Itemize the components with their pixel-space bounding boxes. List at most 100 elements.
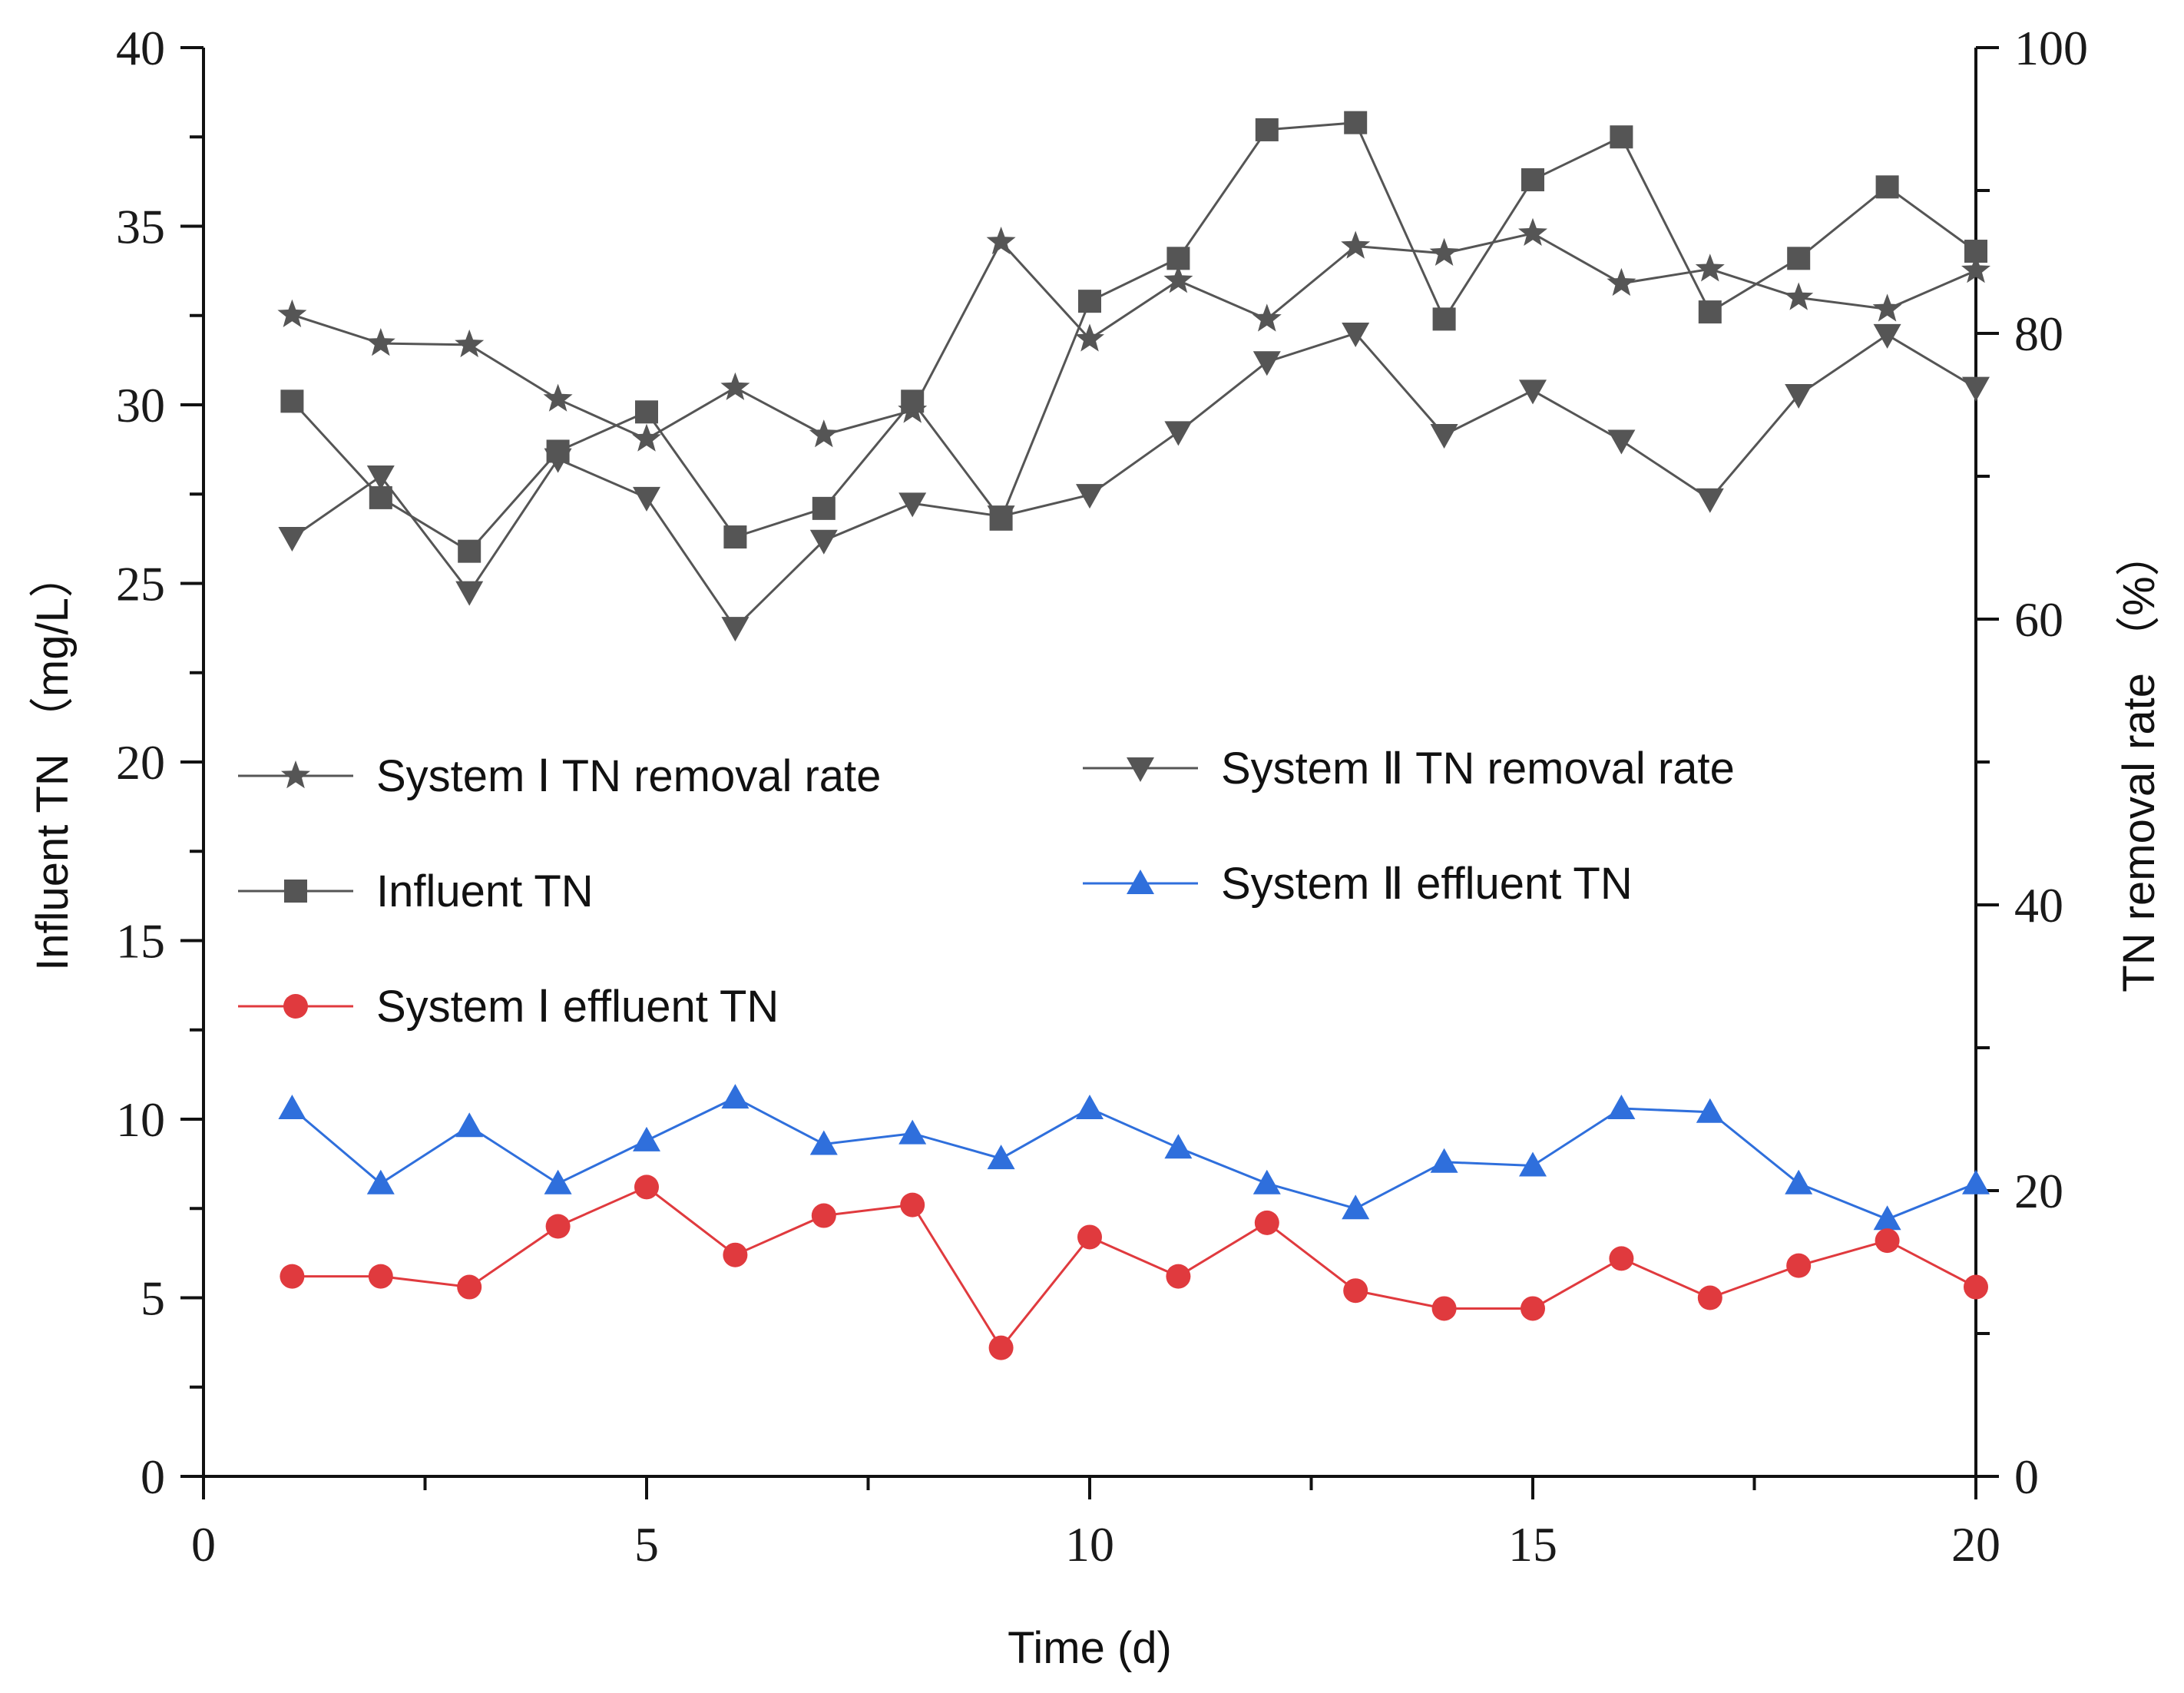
data-point: [458, 539, 481, 563]
data-point: [1343, 1278, 1368, 1304]
data-point: [1961, 255, 1990, 283]
data-point: [1166, 247, 1190, 270]
data-point: [1252, 351, 1281, 376]
data-point: [543, 383, 573, 412]
data-point: [366, 1169, 395, 1194]
data-point: [1078, 290, 1101, 313]
data-point: [1607, 429, 1636, 455]
data-point: [1787, 247, 1811, 270]
data-point: [634, 1174, 659, 1200]
x-tick-label: 15: [1508, 1517, 1557, 1572]
data-point: [455, 1112, 484, 1138]
data-point: [277, 299, 307, 327]
data-point: [721, 617, 750, 642]
series-0: [277, 217, 1990, 452]
data-point: [1076, 1095, 1104, 1120]
data-point: [1610, 125, 1633, 149]
data-point: [723, 525, 747, 549]
data-point: [809, 1130, 838, 1155]
data-point: [633, 1126, 660, 1151]
x-tick-label: 20: [1951, 1517, 2000, 1572]
data-point: [1432, 307, 1456, 331]
data-point: [723, 1242, 748, 1267]
data-point: [1342, 323, 1370, 347]
data-point: [1163, 265, 1193, 293]
data-point: [280, 1264, 305, 1289]
data-point: [280, 389, 304, 413]
data-point: [369, 485, 392, 509]
data-point: [455, 581, 484, 606]
data-point: [1785, 383, 1813, 409]
data-point: [632, 423, 661, 452]
legend-item: System Ⅱ effluent TN: [1083, 859, 1633, 909]
data-point: [1430, 424, 1458, 449]
legend-marker: [284, 880, 307, 903]
series-line: [292, 1185, 1977, 1350]
data-point: [988, 1335, 1014, 1360]
data-point: [1786, 1253, 1812, 1278]
data-point: [633, 486, 660, 512]
y-left-tick-label: 10: [116, 1092, 165, 1147]
y-left-tick-label: 20: [116, 735, 165, 790]
y-left-axis-title: Influent TN （mg/L）: [28, 553, 78, 971]
y-right-axis-title: TN removal rate （%）: [2114, 532, 2164, 992]
data-point: [1076, 484, 1104, 509]
x-tick-label: 0: [191, 1517, 216, 1572]
data-point: [1873, 323, 1901, 349]
series-line: [291, 1096, 1977, 1221]
y-right-tick-label: 80: [2014, 306, 2063, 361]
data-point: [1962, 376, 1990, 402]
data-point: [1607, 267, 1636, 297]
plot-area: [277, 111, 1990, 1360]
series-1: [278, 323, 1990, 642]
data-point: [1077, 1224, 1102, 1250]
y-right-tick-label: 60: [2014, 592, 2063, 647]
data-point: [1696, 1098, 1724, 1123]
data-point: [1252, 1169, 1281, 1194]
data-point: [1872, 293, 1902, 322]
legend-marker: [1127, 757, 1154, 782]
data-point: [1607, 1095, 1636, 1120]
legend-label: Influent TN: [376, 866, 594, 916]
data-point: [1964, 1274, 1988, 1300]
data-point: [1075, 323, 1104, 352]
y-right-tick-label: 40: [2014, 878, 2063, 933]
legend-label: System Ⅰ TN removal rate: [376, 751, 881, 801]
y-left-tick-label: 0: [141, 1449, 165, 1504]
x-tick-label: 10: [1065, 1517, 1114, 1572]
series-line: [291, 232, 1977, 441]
data-point: [809, 419, 839, 448]
data-point: [368, 1264, 393, 1289]
data-point: [544, 1169, 572, 1194]
data-point: [811, 1203, 836, 1228]
legend-label: System Ⅰ effluent TN: [376, 982, 779, 1032]
data-point: [1341, 230, 1371, 259]
data-point: [1696, 488, 1724, 513]
data-point: [720, 372, 750, 400]
data-point: [278, 526, 306, 552]
data-point: [1521, 168, 1544, 192]
data-point: [1873, 1205, 1901, 1231]
legend-label: System Ⅱ TN removal rate: [1221, 744, 1735, 793]
data-point: [986, 227, 1016, 255]
data-point: [989, 507, 1013, 531]
data-point: [1344, 111, 1368, 134]
legend-marker: [281, 760, 310, 789]
data-point: [901, 389, 925, 413]
data-point: [809, 529, 838, 555]
data-point: [1609, 1246, 1634, 1271]
data-point: [812, 496, 836, 520]
axes: 0 5 10 15 20 0 5 10 15 20 25 30 35 40 0 20 40 60 80 100: [116, 21, 2088, 1572]
series-3: [278, 1084, 1990, 1231]
data-point: [1962, 1169, 1990, 1194]
y-left-tick-label: 25: [116, 557, 165, 611]
series-line: [291, 332, 1977, 630]
data-point: [1875, 1228, 1900, 1254]
y-left-tick-label: 35: [116, 200, 165, 254]
legend-marker: [283, 994, 308, 1019]
data-point: [1342, 1194, 1370, 1220]
series-4: [280, 1174, 1988, 1360]
legend-item: Influent TN: [238, 866, 594, 916]
data-point: [545, 1214, 571, 1239]
data-point: [1964, 240, 1987, 263]
